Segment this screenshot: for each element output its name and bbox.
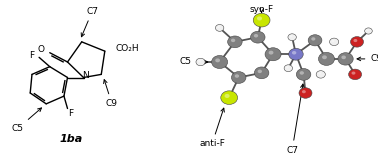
Circle shape <box>292 51 296 55</box>
Circle shape <box>251 31 265 43</box>
Circle shape <box>352 71 355 75</box>
Circle shape <box>198 60 201 62</box>
Text: C9: C9 <box>357 54 378 63</box>
Circle shape <box>319 52 335 65</box>
Text: syn-F: syn-F <box>249 5 274 14</box>
Circle shape <box>322 55 327 59</box>
Circle shape <box>212 55 228 69</box>
Circle shape <box>231 39 235 42</box>
Circle shape <box>308 35 322 46</box>
Circle shape <box>341 55 346 59</box>
Circle shape <box>353 39 357 42</box>
Text: C9: C9 <box>104 80 118 108</box>
Text: C5: C5 <box>180 58 208 66</box>
Circle shape <box>284 65 293 72</box>
Text: C5: C5 <box>12 108 42 133</box>
Circle shape <box>215 58 220 62</box>
Circle shape <box>221 91 237 104</box>
Circle shape <box>254 34 258 38</box>
Circle shape <box>296 69 311 80</box>
Circle shape <box>299 88 312 98</box>
Circle shape <box>235 74 239 78</box>
Circle shape <box>217 26 220 28</box>
Text: 1ba: 1ba <box>59 135 83 144</box>
Circle shape <box>215 24 224 31</box>
Text: F: F <box>29 51 34 60</box>
Circle shape <box>258 70 262 73</box>
Circle shape <box>228 36 242 48</box>
Circle shape <box>286 66 288 68</box>
Circle shape <box>257 16 262 20</box>
Circle shape <box>338 53 353 65</box>
Circle shape <box>288 34 296 41</box>
Circle shape <box>330 38 339 46</box>
Circle shape <box>265 48 281 61</box>
Circle shape <box>332 40 335 42</box>
Text: C7: C7 <box>286 84 304 155</box>
Circle shape <box>196 58 205 66</box>
Text: anti-F: anti-F <box>199 108 225 148</box>
Circle shape <box>316 71 325 78</box>
Circle shape <box>311 37 315 41</box>
Circle shape <box>350 37 364 47</box>
Circle shape <box>349 69 362 80</box>
Circle shape <box>269 51 273 55</box>
Text: N: N <box>82 71 89 80</box>
Text: C7: C7 <box>81 7 98 37</box>
Circle shape <box>290 35 292 37</box>
Circle shape <box>253 13 270 27</box>
Text: CO₂H: CO₂H <box>116 44 139 53</box>
Text: F: F <box>68 109 74 118</box>
Circle shape <box>302 90 306 93</box>
Circle shape <box>300 71 304 75</box>
Circle shape <box>366 29 369 31</box>
Circle shape <box>289 48 303 60</box>
Text: O: O <box>37 45 44 54</box>
Circle shape <box>254 67 269 79</box>
Circle shape <box>318 72 321 75</box>
Circle shape <box>365 28 372 34</box>
Circle shape <box>225 94 229 98</box>
Circle shape <box>231 72 246 83</box>
